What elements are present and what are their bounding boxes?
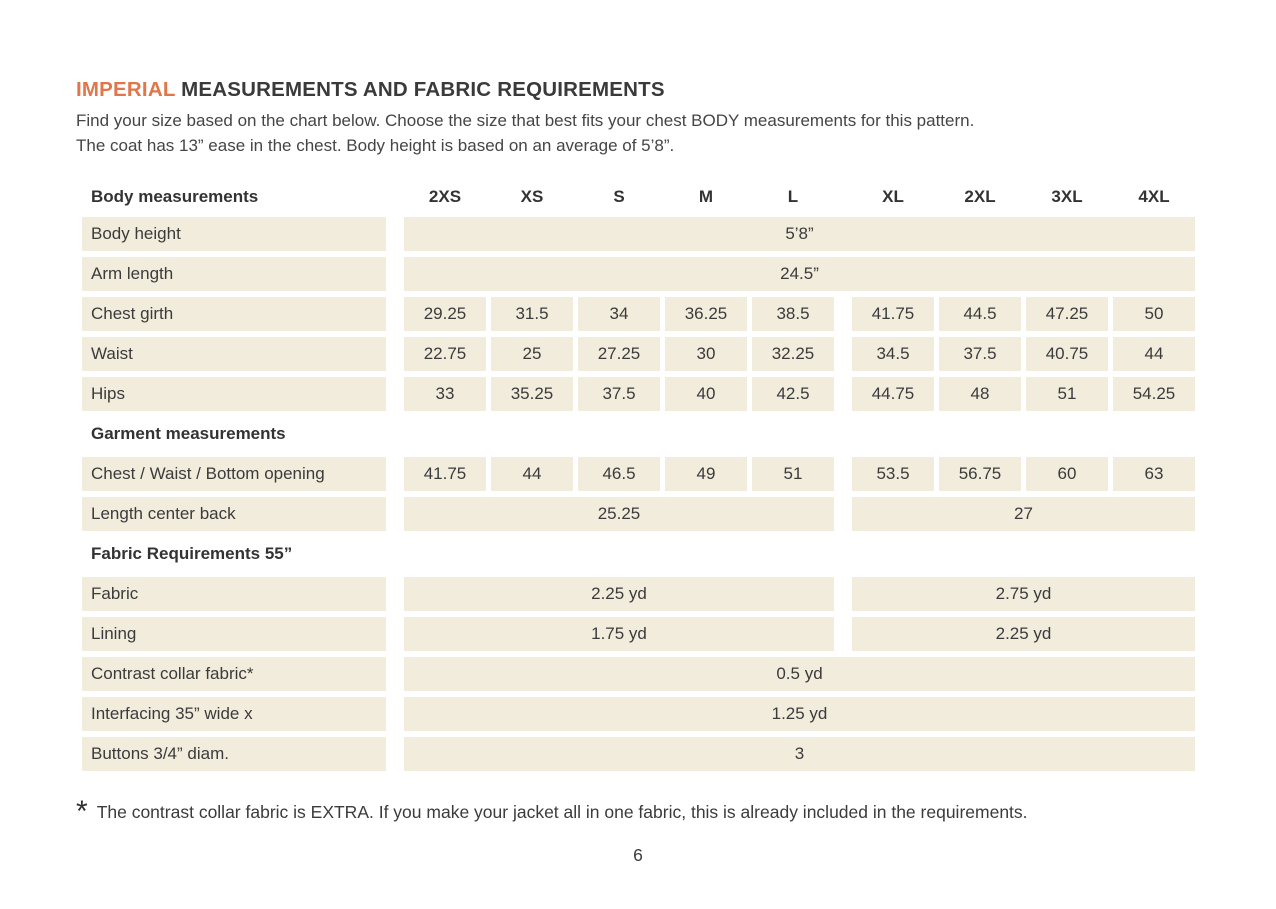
intro-paragraph: Find your size based on the chart below.… xyxy=(76,108,1200,158)
table-cell-span-right: 2.25 yd xyxy=(852,617,1195,651)
table-cell: 30 xyxy=(665,337,747,371)
size-column-header: L xyxy=(787,187,799,206)
table-cell: 63 xyxy=(1113,457,1195,491)
table-row: Fabric 2.25 yd 2.75 yd xyxy=(82,577,1195,611)
table-cell: 27.25 xyxy=(578,337,660,371)
table-row: Contrast collar fabric* 0.5 yd xyxy=(82,657,1195,691)
size-column-header: M xyxy=(698,187,714,206)
table-cell: 29.25 xyxy=(404,297,486,331)
table-cell-span-right: 27 xyxy=(852,497,1195,531)
table-cell: 51 xyxy=(1026,377,1108,411)
table-cell: 25 xyxy=(491,337,573,371)
size-column-header: 4XL xyxy=(1138,187,1170,206)
table-cell: 47.25 xyxy=(1026,297,1108,331)
table-row: Hips 33 35.25 37.5 40 42.5 44.75 48 51 54.25 xyxy=(82,377,1195,411)
table-cell: 38.5 xyxy=(752,297,834,331)
footnote-text: The contrast collar fabric is EXTRA. If … xyxy=(96,802,1028,822)
table-cell: 37.5 xyxy=(939,337,1021,371)
table-row: Arm length 24.5” xyxy=(82,257,1195,291)
table-cell-span-all: 5’8” xyxy=(404,217,1195,251)
intro-line-1: Find your size based on the chart below.… xyxy=(76,111,975,130)
table-cell-span-all: 0.5 yd xyxy=(404,657,1195,691)
table-cell: 44 xyxy=(491,457,573,491)
page-title-rest: MEASUREMENTS AND FABRIC REQUIREMENTS xyxy=(181,78,665,101)
table-row: Chest / Waist / Bottom opening 41.75 44 46.… xyxy=(82,457,1195,491)
row-label: Chest girth xyxy=(82,297,386,331)
table-cell-span-all: 3 xyxy=(404,737,1195,771)
table-row: Length center back 25.25 27 xyxy=(82,497,1195,531)
table-cell: 34.5 xyxy=(852,337,934,371)
table-cell-span-left: 25.25 xyxy=(404,497,834,531)
table-cell: 33 xyxy=(404,377,486,411)
section-label: Fabric Requirements 55” xyxy=(91,544,293,563)
size-column-header: 2XL xyxy=(964,187,996,206)
table-cell: 44 xyxy=(1113,337,1195,371)
table-cell: 54.25 xyxy=(1113,377,1195,411)
table-cell: 41.75 xyxy=(852,297,934,331)
footnote: * The contrast collar fabric is EXTRA. I… xyxy=(76,795,1200,828)
table-cell: 44.5 xyxy=(939,297,1021,331)
page-number: 6 xyxy=(633,845,643,865)
page-title: IMPERIAL MEASUREMENTS AND FABRIC REQUIRE… xyxy=(76,78,1200,102)
size-column-header: S xyxy=(613,187,625,206)
table-header-label: Body measurements xyxy=(91,187,259,206)
row-label: Hips xyxy=(82,377,386,411)
row-label: Fabric xyxy=(82,577,386,611)
table-cell: 46.5 xyxy=(578,457,660,491)
table-section-row: Fabric Requirements 55” xyxy=(82,537,1195,571)
table-cell: 49 xyxy=(665,457,747,491)
row-label: Length center back xyxy=(82,497,386,531)
table-cell: 31.5 xyxy=(491,297,573,331)
table-cell-span-all: 24.5” xyxy=(404,257,1195,291)
table-cell: 44.75 xyxy=(852,377,934,411)
table-cell-span-right: 2.75 yd xyxy=(852,577,1195,611)
table-cell: 42.5 xyxy=(752,377,834,411)
table-cell: 22.75 xyxy=(404,337,486,371)
table-cell: 50 xyxy=(1113,297,1195,331)
table-cell-span-all: 1.25 yd xyxy=(404,697,1195,731)
table-cell-span-left: 2.25 yd xyxy=(404,577,834,611)
table-cell: 34 xyxy=(578,297,660,331)
table-row: Waist 22.75 25 27.25 30 32.25 34.5 37.5 40.75 44 xyxy=(82,337,1195,371)
table-row: Interfacing 35” wide x 1.25 yd xyxy=(82,697,1195,731)
table-row: Lining 1.75 yd 2.25 yd xyxy=(82,617,1195,651)
table-cell: 32.25 xyxy=(752,337,834,371)
table-cell: 60 xyxy=(1026,457,1108,491)
table-cell: 48 xyxy=(939,377,1021,411)
table-cell: 40.75 xyxy=(1026,337,1108,371)
row-label: Chest / Waist / Bottom opening xyxy=(82,457,386,491)
row-label: Interfacing 35” wide x xyxy=(82,697,386,731)
size-column-header: XS xyxy=(520,187,544,206)
table-cell: 53.5 xyxy=(852,457,934,491)
table-cell: 41.75 xyxy=(404,457,486,491)
table-row: Chest girth 29.25 31.5 34 36.25 38.5 41.75 44.5… xyxy=(82,297,1195,331)
table-section-row: Garment measurements xyxy=(82,417,1195,451)
size-column-header: 3XL xyxy=(1051,187,1083,206)
table-cell: 37.5 xyxy=(578,377,660,411)
table-row: Buttons 3/4” diam. 3 xyxy=(82,737,1195,771)
size-column-header: 2XS xyxy=(428,187,462,206)
table-row: Body height 5’8” xyxy=(82,217,1195,251)
table-cell: 56.75 xyxy=(939,457,1021,491)
row-label: Buttons 3/4” diam. xyxy=(82,737,386,771)
page-title-highlight: IMPERIAL xyxy=(76,78,176,101)
intro-line-2: The coat has 13” ease in the chest. Body… xyxy=(76,136,675,155)
table-header-row: Body measurements 2XS XS S M L XL 2XL 3XL 4XL xyxy=(82,179,1195,215)
table-cell-span-left: 1.75 yd xyxy=(404,617,834,651)
table-cell: 51 xyxy=(752,457,834,491)
section-label: Garment measurements xyxy=(91,424,286,443)
table-cell: 40 xyxy=(665,377,747,411)
table-cell: 35.25 xyxy=(491,377,573,411)
asterisk-marker: * xyxy=(76,795,88,828)
row-label: Arm length xyxy=(82,257,386,291)
row-label: Waist xyxy=(82,337,386,371)
measurement-table: Body measurements 2XS XS S M L XL 2XL 3XL 4XL Body… xyxy=(82,179,1195,771)
row-label: Lining xyxy=(82,617,386,651)
row-label: Body height xyxy=(82,217,386,251)
size-column-header: XL xyxy=(882,187,904,206)
table-cell: 36.25 xyxy=(665,297,747,331)
row-label: Contrast collar fabric* xyxy=(82,657,386,691)
